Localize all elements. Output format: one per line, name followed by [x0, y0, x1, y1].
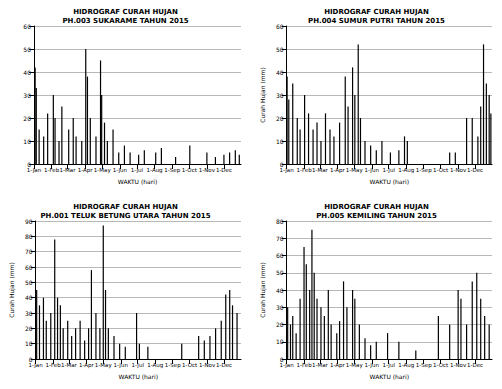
svg-text:1-Mar: 1-Mar: [312, 362, 329, 368]
svg-text:1-Jan: 1-Jan: [279, 362, 294, 369]
svg-text:30: 30: [276, 304, 284, 311]
svg-text:HIDROGRAF CURAH HUJAN: HIDROGRAF CURAH HUJAN: [324, 203, 429, 211]
svg-text:60: 60: [276, 252, 284, 259]
svg-text:20: 20: [276, 115, 284, 122]
svg-text:WAKTU (hari): WAKTU (hari): [119, 373, 158, 380]
svg-text:70: 70: [276, 235, 284, 242]
svg-text:1-Jan: 1-Jan: [279, 167, 294, 174]
svg-text:1-Jan: 1-Jan: [28, 362, 43, 369]
svg-text:0: 0: [27, 160, 31, 168]
svg-text:Curah Hujan (mm): Curah Hujan (mm): [259, 262, 267, 318]
svg-text:10: 10: [25, 340, 33, 347]
svg-text:1-Dec: 1-Dec: [216, 167, 232, 173]
svg-text:1-Oct: 1-Oct: [433, 167, 449, 173]
svg-text:1-May: 1-May: [346, 362, 364, 369]
svg-text:1-Jul: 1-Jul: [382, 362, 395, 369]
svg-text:20: 20: [25, 325, 33, 332]
svg-text:10: 10: [276, 338, 284, 345]
svg-text:1-Nov: 1-Nov: [199, 167, 216, 173]
svg-text:1-May: 1-May: [346, 167, 364, 174]
svg-text:90: 90: [25, 218, 33, 225]
svg-text:1-Feb: 1-Feb: [296, 167, 312, 173]
svg-text:0: 0: [279, 355, 284, 363]
svg-text:40: 40: [276, 69, 284, 76]
svg-text:PH.001 TELUK BETUNG UTARA TAHU: PH.001 TELUK BETUNG UTARA TAHUN 2015: [40, 212, 210, 220]
svg-text:Curah Hujan (mm): Curah Hujan (mm): [8, 262, 16, 318]
svg-text:60: 60: [23, 23, 31, 30]
svg-text:10: 10: [276, 138, 284, 145]
svg-text:1-Sep: 1-Sep: [164, 167, 180, 174]
svg-text:PH.004 SUMUR PUTRI TAHUN 2015: PH.004 SUMUR PUTRI TAHUN 2015: [308, 17, 445, 25]
svg-text:1-Aug: 1-Aug: [398, 362, 414, 369]
svg-text:1-Sep: 1-Sep: [416, 167, 432, 174]
svg-text:1-Jan: 1-Jan: [27, 167, 42, 174]
svg-text:30: 30: [276, 92, 284, 99]
svg-text:1-Jun: 1-Jun: [365, 362, 380, 369]
svg-text:30: 30: [23, 92, 31, 99]
svg-text:1-May: 1-May: [94, 167, 112, 174]
svg-text:1-Feb: 1-Feb: [45, 362, 61, 368]
svg-text:1-Dec: 1-Dec: [216, 362, 232, 368]
svg-text:1-Dec: 1-Dec: [467, 362, 483, 368]
svg-text:1-Sep: 1-Sep: [165, 362, 181, 369]
svg-text:1-Jun: 1-Jun: [113, 167, 128, 174]
svg-text:WAKTU (hari): WAKTU (hari): [370, 373, 409, 380]
svg-text:1-Dec: 1-Dec: [467, 167, 483, 173]
svg-text:HIDROGRAF CURAH HUJAN: HIDROGRAF CURAH HUJAN: [73, 203, 178, 211]
svg-text:70: 70: [25, 248, 33, 255]
svg-text:1-Sep: 1-Sep: [416, 362, 432, 369]
svg-text:40: 40: [25, 294, 33, 301]
svg-text:Curah Hujan (mm): Curah Hujan (mm): [259, 67, 267, 123]
svg-text:1-Aug: 1-Aug: [398, 167, 414, 174]
svg-text:50: 50: [25, 279, 33, 286]
svg-text:1-Apr: 1-Apr: [330, 362, 346, 369]
svg-text:50: 50: [276, 46, 284, 53]
svg-text:1-Mar: 1-Mar: [60, 167, 77, 173]
svg-text:60: 60: [25, 264, 33, 271]
svg-text:50: 50: [23, 46, 31, 53]
svg-text:30: 30: [25, 310, 33, 317]
svg-text:1-Nov: 1-Nov: [450, 362, 467, 368]
svg-text:1-Mar: 1-Mar: [61, 362, 78, 368]
svg-text:1-Feb: 1-Feb: [44, 167, 60, 173]
svg-text:1-Aug: 1-Aug: [147, 167, 163, 174]
svg-text:1-Apr: 1-Apr: [330, 167, 346, 174]
svg-text:1-Apr: 1-Apr: [78, 167, 94, 174]
svg-text:1-Jul: 1-Jul: [131, 362, 144, 369]
svg-text:1-Feb: 1-Feb: [296, 362, 312, 368]
svg-text:20: 20: [276, 321, 284, 328]
svg-text:0: 0: [279, 160, 284, 168]
svg-text:1-May: 1-May: [95, 362, 113, 369]
svg-text:1-Aug: 1-Aug: [147, 362, 163, 369]
svg-text:80: 80: [25, 233, 33, 240]
svg-text:1-Nov: 1-Nov: [199, 362, 216, 368]
svg-text:40: 40: [276, 287, 284, 294]
svg-text:1-Nov: 1-Nov: [450, 167, 467, 173]
svg-text:80: 80: [276, 218, 284, 225]
svg-text:1-Oct: 1-Oct: [182, 167, 198, 173]
svg-text:1-Apr: 1-Apr: [79, 362, 95, 369]
svg-text:0: 0: [28, 355, 33, 363]
svg-text:1-Jul: 1-Jul: [131, 167, 144, 174]
svg-text:1-Jul: 1-Jul: [382, 167, 395, 174]
svg-text:HIDROGRAF CURAH HUJAN: HIDROGRAF CURAH HUJAN: [324, 8, 429, 16]
svg-text:WAKTU (hari): WAKTU (hari): [370, 178, 409, 185]
svg-text:1-Mar: 1-Mar: [312, 167, 329, 173]
svg-text:1-Jun: 1-Jun: [365, 167, 380, 174]
svg-text:1-Jun: 1-Jun: [114, 362, 129, 369]
svg-text:WAKTU (hari): WAKTU (hari): [118, 178, 157, 185]
svg-text:1-Oct: 1-Oct: [433, 362, 449, 368]
svg-text:40: 40: [23, 69, 31, 76]
svg-text:60: 60: [276, 23, 284, 30]
svg-text:20: 20: [23, 115, 31, 122]
svg-text:10: 10: [23, 138, 31, 145]
svg-text:50: 50: [276, 269, 284, 276]
svg-text:1-Oct: 1-Oct: [182, 362, 198, 368]
svg-text:PH.005 KEMILING TAHUN 2015: PH.005 KEMILING TAHUN 2015: [316, 212, 437, 220]
svg-text:HIDROGRAF CURAH HUJAN: HIDROGRAF CURAH HUJAN: [73, 8, 178, 16]
svg-text:PH.003 SUKARAME TAHUN 2015: PH.003 SUKARAME TAHUN 2015: [62, 17, 188, 25]
